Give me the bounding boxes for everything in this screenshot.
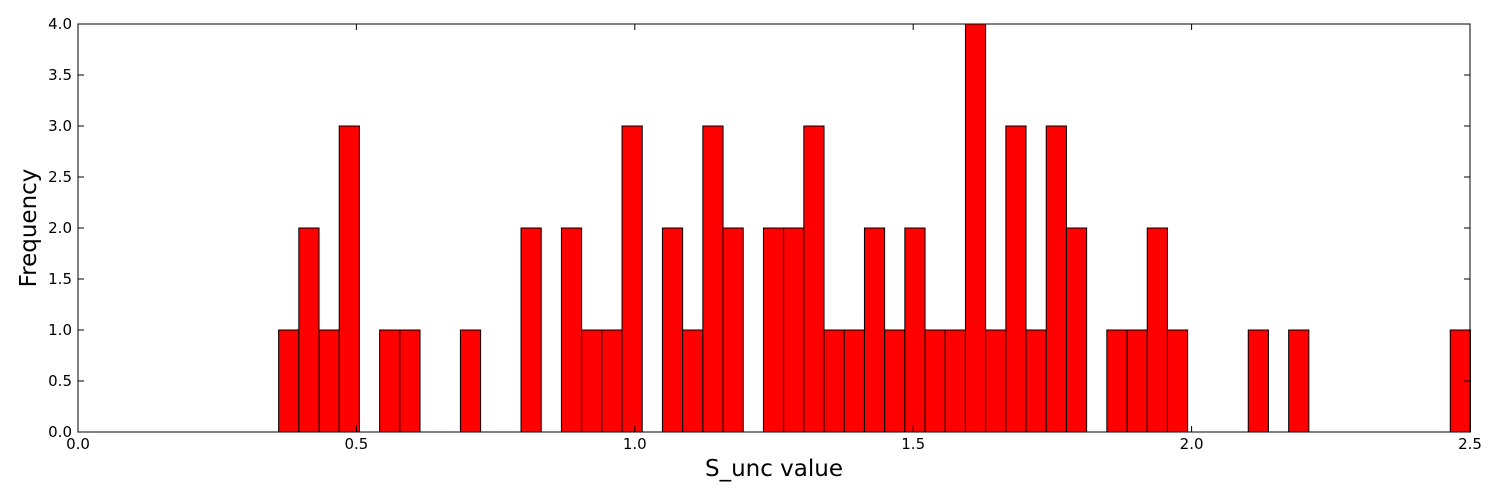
histogram-bar bbox=[1065, 227, 1088, 433]
y-tick-label: 3.0 bbox=[48, 117, 72, 135]
histogram-bar bbox=[318, 329, 340, 433]
x-tick-label: 1.0 bbox=[623, 435, 647, 453]
histogram-bar bbox=[803, 125, 825, 433]
x-tick-label: 1.5 bbox=[901, 435, 925, 453]
histogram-bar bbox=[783, 227, 805, 433]
histogram-bar bbox=[985, 329, 1007, 433]
histogram-bar bbox=[944, 329, 966, 433]
histogram-bar bbox=[1288, 329, 1310, 433]
histogram-bar bbox=[581, 329, 603, 433]
histogram-bar bbox=[843, 329, 865, 433]
histogram-bar bbox=[298, 227, 320, 433]
histogram-bar bbox=[702, 125, 724, 433]
histogram-bar bbox=[1005, 125, 1027, 433]
y-axis-label: Frequency bbox=[16, 169, 42, 288]
x-tick-label: 2.5 bbox=[1458, 435, 1482, 453]
x-ticks: 0.0 0.5 1.0 1.5 2.0 2.5 bbox=[66, 24, 1482, 453]
histogram-bar bbox=[1247, 329, 1269, 433]
histogram-bar bbox=[399, 329, 421, 433]
histogram-bar bbox=[338, 125, 360, 433]
histogram-bar bbox=[884, 329, 906, 433]
histogram-bar bbox=[1045, 125, 1067, 433]
x-axis-label: S_unc value bbox=[705, 456, 843, 482]
x-tick-label: 0.5 bbox=[344, 435, 368, 453]
y-tick-label: 0.0 bbox=[48, 423, 72, 441]
histogram-bar bbox=[1106, 329, 1128, 433]
histogram-bar bbox=[924, 329, 946, 433]
plot-frame bbox=[77, 23, 1471, 433]
x-tick-label: 0.0 bbox=[66, 435, 90, 453]
histogram-bar bbox=[904, 227, 926, 433]
histogram-bar bbox=[278, 329, 300, 433]
histogram-bar bbox=[1025, 329, 1047, 433]
histogram-bar bbox=[1146, 227, 1168, 433]
x-tick-label: 2.0 bbox=[1180, 435, 1204, 453]
y-tick-label: 2.5 bbox=[48, 168, 72, 186]
y-tick-label: 1.5 bbox=[48, 270, 72, 288]
histogram-bar bbox=[722, 227, 744, 433]
histogram-bar bbox=[459, 329, 482, 433]
y-tick-label: 0.5 bbox=[48, 372, 72, 390]
y-tick-label: 3.5 bbox=[48, 66, 72, 84]
y-tick-label: 2.0 bbox=[48, 219, 72, 237]
y-tick-label: 1.0 bbox=[48, 321, 72, 339]
histogram-bar bbox=[379, 329, 401, 433]
histogram-bar bbox=[1126, 329, 1148, 433]
histogram-bar bbox=[1166, 329, 1189, 433]
histogram-bar bbox=[762, 227, 785, 433]
histogram-bar bbox=[863, 227, 886, 433]
histogram-bar bbox=[520, 227, 542, 433]
histogram-bar bbox=[560, 227, 583, 433]
histogram-bar bbox=[682, 329, 704, 433]
histogram-bar bbox=[823, 329, 845, 433]
histogram-bar bbox=[661, 227, 684, 433]
y-ticks: 0.0 0.5 1.0 1.5 2.0 2.5 3.0 3.5 4.0 bbox=[48, 15, 1470, 441]
histogram-bar bbox=[621, 125, 643, 433]
y-tick-label: 4.0 bbox=[48, 15, 72, 33]
histogram-bar bbox=[964, 23, 987, 433]
histogram-bar bbox=[601, 329, 623, 433]
